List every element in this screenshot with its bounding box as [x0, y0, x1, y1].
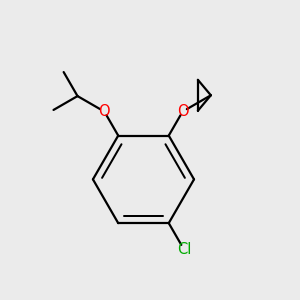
- Text: O: O: [177, 104, 188, 119]
- Text: O: O: [98, 104, 110, 119]
- Text: Cl: Cl: [177, 242, 191, 257]
